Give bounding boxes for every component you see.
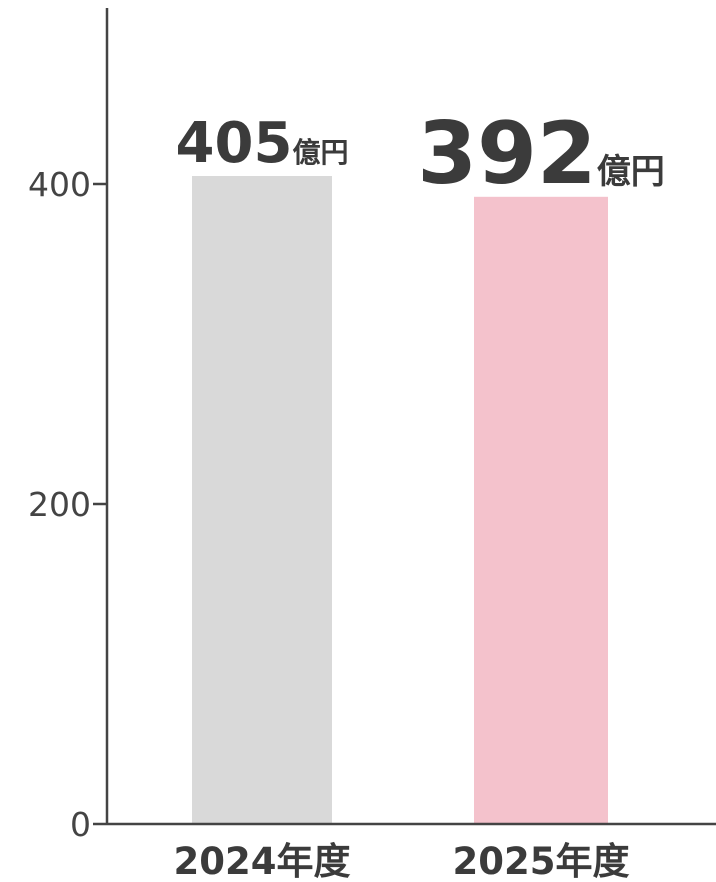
x-category-label: 2025年度	[453, 840, 630, 882]
y-tick-label: 0	[70, 805, 91, 844]
value-number: 405	[176, 111, 293, 176]
y-tick-label: 400	[28, 165, 91, 204]
y-tick-label: 200	[28, 485, 91, 524]
bar-value-label: 392億円	[417, 104, 665, 204]
value-number: 392	[417, 104, 597, 204]
value-labels: 405億円 392億円	[176, 104, 665, 204]
value-unit: 億円	[597, 152, 665, 192]
bar-0	[192, 176, 332, 824]
y-axis-ticks: 0 200 400	[28, 165, 107, 844]
x-axis-categories: 2024年度 2025年度	[174, 840, 630, 882]
value-unit: 億円	[292, 136, 348, 169]
bar-value-label: 405億円	[176, 111, 349, 176]
bars-layer	[192, 176, 608, 825]
x-category-label: 2024年度	[174, 840, 351, 882]
bar-1	[474, 196, 608, 825]
